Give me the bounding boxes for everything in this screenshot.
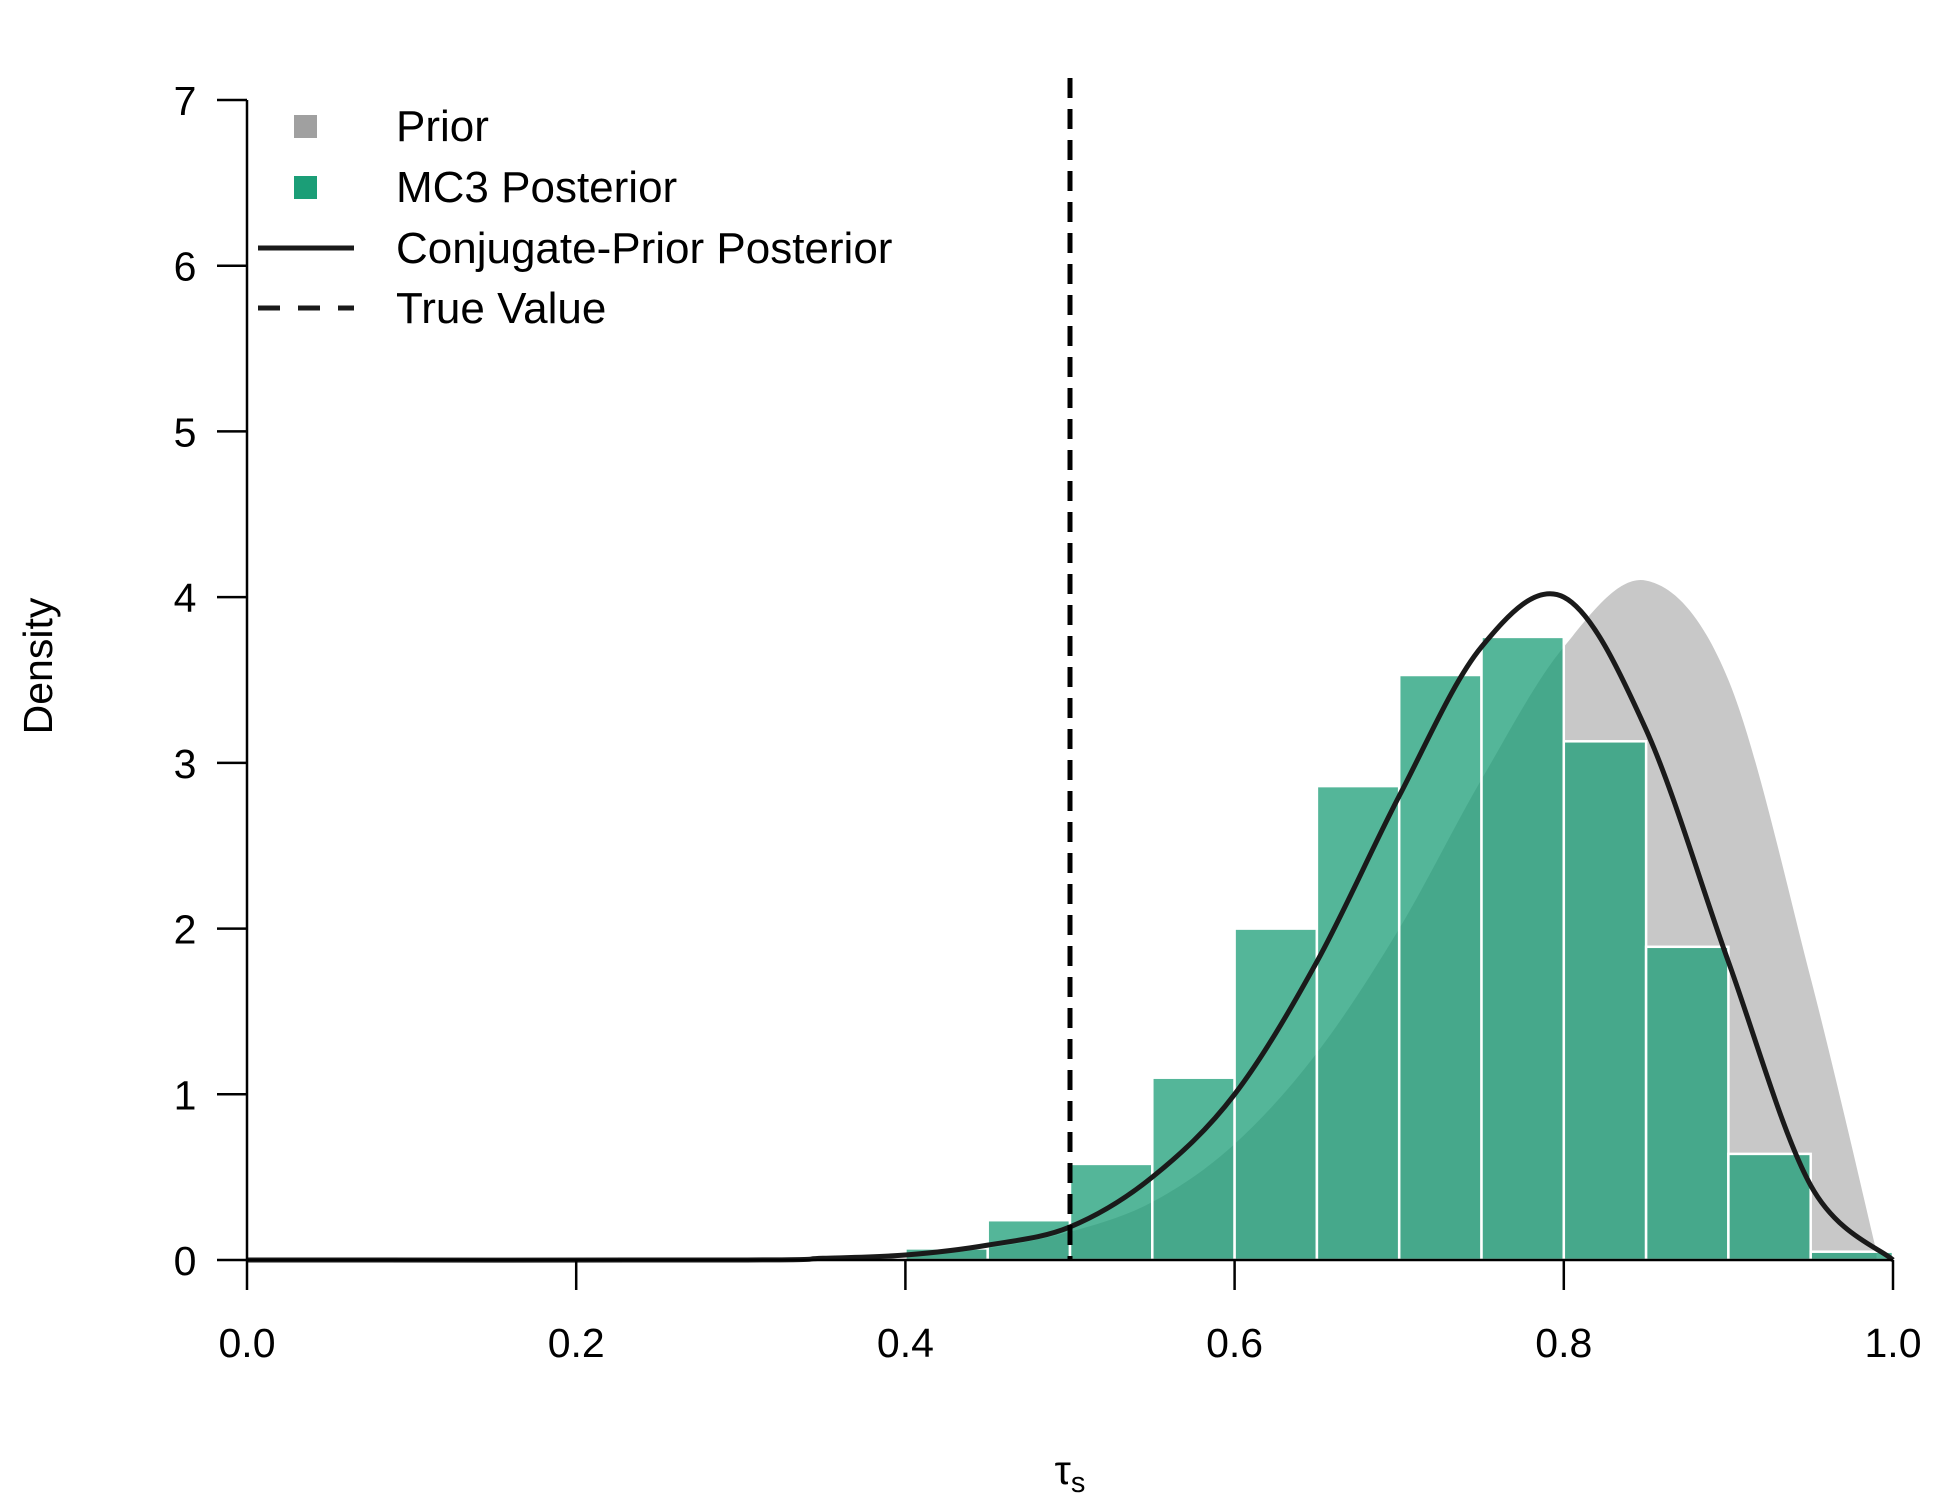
x-axis-label: τs xyxy=(1055,1447,1086,1499)
legend: Prior MC3 Posterior Conjugate-Prior Poster… xyxy=(258,102,892,333)
y-tick-label: 4 xyxy=(174,575,197,621)
y-tick-label: 2 xyxy=(174,907,197,953)
x-tick-label: 0.4 xyxy=(877,1320,934,1366)
y-axis-label: Density xyxy=(15,597,61,734)
histogram-bar xyxy=(1562,740,1648,1262)
x-axis-label-sub: s xyxy=(1071,1467,1086,1499)
y-tick-label: 5 xyxy=(174,409,197,455)
y-tick-label: 1 xyxy=(174,1072,197,1118)
histogram-bar xyxy=(1727,1152,1812,1262)
x-tick-label: 1.0 xyxy=(1865,1320,1922,1366)
histogram-bar xyxy=(1397,673,1483,1262)
y-tick-label: 0 xyxy=(174,1238,197,1284)
conjugate-posterior-curve xyxy=(246,591,1895,1263)
y-tick-label: 6 xyxy=(174,244,197,290)
legend-swatch xyxy=(294,176,317,199)
legend-label: True Value xyxy=(396,284,606,333)
x-tick-label: 0.0 xyxy=(219,1320,276,1366)
histogram-bar xyxy=(1068,1162,1154,1262)
legend-label: Prior xyxy=(396,102,489,151)
y-tick-label: 7 xyxy=(174,78,197,124)
x-tick-label: 0.8 xyxy=(1535,1320,1592,1366)
x-tick-label: 0.2 xyxy=(548,1320,605,1366)
axes: 0 1 2 3 4 5 6 7 0.0 0.2 0.4 0.6 0.8 1.0 xyxy=(174,78,1922,1366)
histogram-bar xyxy=(1480,635,1566,1262)
legend-swatch xyxy=(294,115,317,138)
y-tick-label: 3 xyxy=(174,741,197,787)
legend-label: MC3 Posterior xyxy=(396,163,677,212)
x-axis-label-main: τ xyxy=(1055,1447,1071,1493)
x-tick-label: 0.6 xyxy=(1206,1320,1263,1366)
mc3-posterior-histogram xyxy=(904,635,1895,1262)
legend-label: Conjugate-Prior Posterior xyxy=(396,224,892,273)
histogram-bar xyxy=(1644,945,1730,1262)
histogram-bar xyxy=(1315,784,1401,1262)
conjugate-posterior-line xyxy=(246,591,1895,1263)
histogram-bar xyxy=(1233,927,1319,1262)
